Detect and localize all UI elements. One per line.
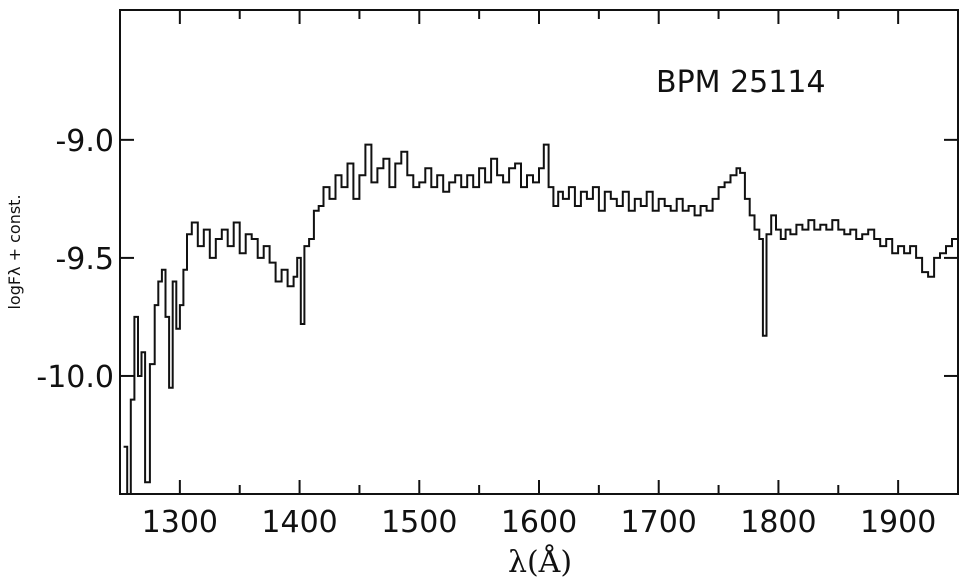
x-tick-label: 1300	[142, 505, 218, 540]
y-tick-label: -9.0	[55, 124, 114, 159]
x-tick-label: 1400	[261, 505, 337, 540]
y-tick-label: -9.5	[55, 242, 114, 277]
star-name-annotation: BPM 25114	[656, 65, 826, 100]
axis-ticks	[119, 10, 959, 494]
y-tick-label: -10.0	[36, 360, 114, 395]
spectrum-line	[123, 143, 958, 495]
x-axis-label: λ(Å)	[508, 544, 572, 580]
x-tick-labels: 1300 1400 1500 1600 1700 1800 1900	[142, 505, 937, 540]
x-tick-label: 1800	[740, 505, 816, 540]
y-tick-labels: -9.0 -9.5 -10.0	[36, 124, 114, 395]
y-axis-label: logFλ + const.	[5, 194, 24, 309]
x-tick-label: 1700	[621, 505, 697, 540]
x-tick-label: 1600	[501, 505, 577, 540]
x-tick-label: 1900	[860, 505, 936, 540]
x-tick-label: 1500	[381, 505, 457, 540]
